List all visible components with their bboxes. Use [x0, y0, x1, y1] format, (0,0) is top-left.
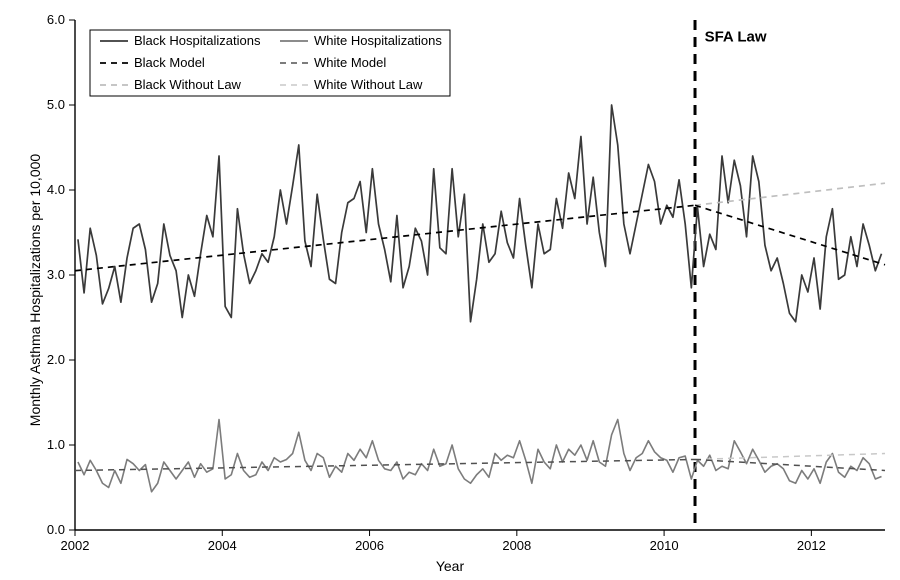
y-tick-label: 5.0 — [47, 97, 65, 112]
x-tick-label: 2004 — [208, 538, 237, 553]
y-tick-label: 1.0 — [47, 437, 65, 452]
y-axis-label: Monthly Asthma Hospitalizations per 10,0… — [27, 154, 43, 426]
legend-label: Black Without Law — [134, 77, 242, 92]
y-tick-label: 2.0 — [47, 352, 65, 367]
series-black-hospitalizations — [78, 105, 882, 322]
x-tick-label: 2006 — [355, 538, 384, 553]
y-tick-label: 0.0 — [47, 522, 65, 537]
series-black-model — [695, 205, 885, 264]
x-axis-label: Year — [0, 558, 900, 574]
x-tick-label: 2002 — [61, 538, 90, 553]
legend-label: White Hospitalizations — [314, 33, 442, 48]
legend-label: White Without Law — [314, 77, 423, 92]
legend-label: Black Hospitalizations — [134, 33, 261, 48]
intervention-label: SFA Law — [705, 28, 767, 45]
y-tick-label: 6.0 — [47, 12, 65, 27]
series-white-hospitalizations — [78, 420, 882, 492]
legend-label: White Model — [314, 55, 386, 70]
series-black-model — [75, 205, 695, 270]
x-tick-label: 2008 — [502, 538, 531, 553]
chart-svg: 0.0 1.0 2.0 3.0 4.0 5.0 6.0 2002 2004 2006 2008 201… — [0, 0, 900, 580]
series-black-without-law — [695, 183, 885, 205]
x-tick-label: 2010 — [650, 538, 679, 553]
series-white-model — [695, 459, 885, 470]
x-tick-label: 2012 — [797, 538, 826, 553]
chart-container: Monthly Asthma Hospitalizations per 10,0… — [0, 0, 900, 580]
series-white-without-law — [695, 454, 885, 460]
legend-label: Black Model — [134, 55, 205, 70]
y-tick-label: 3.0 — [47, 267, 65, 282]
y-tick-label: 4.0 — [47, 182, 65, 197]
